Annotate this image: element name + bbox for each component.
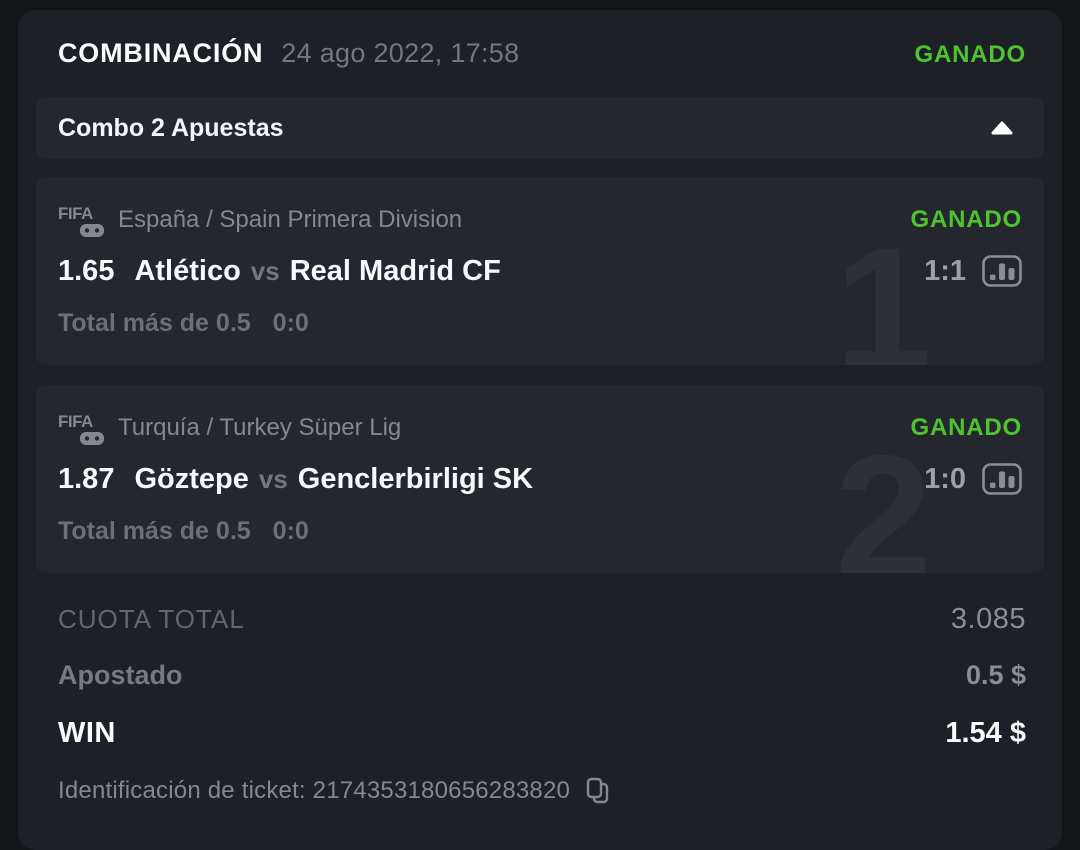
total-odds-value: 3.085	[950, 603, 1026, 635]
combo-label: Combo 2 Apuestas	[58, 113, 284, 142]
stake-value: 0.5 $	[965, 660, 1026, 690]
bet-market: Total más de 0.5	[58, 516, 251, 545]
caret-up-icon	[990, 120, 1014, 136]
ticket-id-text: Identificación de ticket: 21743531806562…	[58, 777, 571, 804]
ticket-datetime: 24 ago 2022, 17:58	[281, 38, 520, 68]
bet-index-watermark: 1	[834, 212, 932, 365]
copy-icon[interactable]	[584, 776, 612, 806]
bet-odds: 1.65	[58, 254, 115, 287]
ticket-header: COMBINACIÓN 24 ago 2022, 17:58 GANADO	[18, 10, 1062, 69]
market-score: 0:0	[272, 516, 309, 545]
fifa-esports-icon: FIFA	[58, 204, 106, 237]
away-team: Real Madrid CF	[289, 254, 501, 287]
win-label: WIN	[58, 717, 116, 749]
bar-chart-icon[interactable]	[982, 255, 1022, 287]
home-team: Atlético	[134, 254, 241, 287]
fifa-esports-icon: FIFA	[58, 412, 106, 445]
match-score: 1:1	[924, 254, 966, 287]
bet-status-badge: GANADO	[910, 206, 1022, 233]
stake-label: Apostado	[58, 660, 183, 690]
market-score: 0:0	[272, 308, 309, 337]
total-odds-label: CUOTA TOTAL	[58, 604, 245, 634]
vs-separator: vs	[258, 463, 288, 494]
bet-market: Total más de 0.5	[58, 308, 251, 337]
bet-card-1: 1 FIFA España / Spain Primera Division G…	[36, 177, 1044, 365]
bet-odds: 1.87	[58, 462, 115, 495]
vs-separator: vs	[250, 255, 280, 286]
bet-ticket-card: COMBINACIÓN 24 ago 2022, 17:58 GANADO Co…	[18, 10, 1062, 850]
away-team: Genclerbirligi SK	[297, 462, 534, 495]
league-name: España / Spain Primera Division	[118, 206, 463, 233]
win-value: 1.54 $	[945, 717, 1026, 749]
bet-card-2: 2 FIFA Turquía / Turkey Süper Lig GANADO…	[36, 385, 1044, 573]
match-score: 1:0	[924, 462, 966, 495]
ticket-type-title: COMBINACIÓN	[58, 38, 264, 68]
ticket-summary: CUOTA TOTAL 3.085 Apostado 0.5 $ WIN 1.5…	[18, 603, 1062, 806]
home-team: Göztepe	[134, 462, 249, 495]
bet-index-watermark: 2	[834, 420, 932, 573]
bet-status-badge: GANADO	[910, 414, 1022, 441]
ticket-status-badge: GANADO	[914, 41, 1026, 68]
league-name: Turquía / Turkey Süper Lig	[118, 414, 402, 441]
combo-collapse-bar[interactable]: Combo 2 Apuestas	[36, 97, 1044, 159]
bar-chart-icon[interactable]	[982, 463, 1022, 495]
